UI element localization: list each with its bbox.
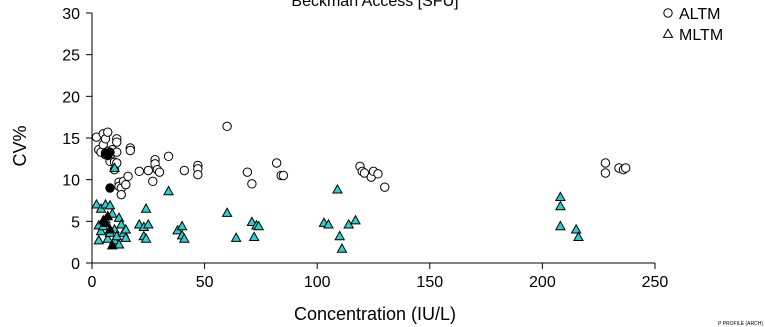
triangle-point <box>253 220 265 231</box>
legend: ALTM MLTM <box>662 6 723 44</box>
triangle-point <box>95 225 107 236</box>
triangle-point <box>109 162 120 172</box>
circle-point <box>247 179 257 189</box>
triangle-point <box>106 239 118 250</box>
x-axis-ticks: 0 50 100 150 200 250 <box>88 263 669 291</box>
x-tick-label: 50 <box>196 274 214 291</box>
circle-point <box>621 163 631 173</box>
circle-point <box>134 166 144 177</box>
circle-point <box>148 176 158 187</box>
triangle-point <box>93 234 105 245</box>
legend-label: ALTM <box>679 6 720 23</box>
y-tick-label: 20 <box>62 89 80 106</box>
circle-point <box>112 137 122 147</box>
circle-point <box>271 158 282 168</box>
triangle-point <box>248 231 260 242</box>
triangle-point <box>113 238 125 249</box>
x-tick-label: 150 <box>416 274 443 291</box>
triangle-point <box>570 223 582 234</box>
triangle-point <box>336 243 348 253</box>
circle-point <box>123 171 133 182</box>
triangle-point <box>100 217 111 227</box>
triangle-point <box>91 198 102 209</box>
x-tick-label: 0 <box>88 274 97 291</box>
circle-point <box>222 121 232 132</box>
triangle-point <box>140 233 152 243</box>
circle-point <box>600 158 611 168</box>
legend-label: MLTM <box>679 27 723 44</box>
triangle-point <box>246 216 258 227</box>
y-tick-label: 0 <box>71 256 80 273</box>
y-tick-label: 30 <box>62 6 80 23</box>
watermark-text: P PROFILE (ARCH) <box>718 321 763 327</box>
chart-title: Beckman Access [SFU] <box>291 0 458 10</box>
triangle-point <box>573 231 584 242</box>
triangle-point <box>102 210 114 221</box>
circle-point <box>105 147 115 157</box>
circle-point <box>193 169 203 180</box>
triangle-point <box>102 233 114 243</box>
legend-marker-circle <box>663 8 673 18</box>
triangle-point <box>334 230 346 241</box>
y-axis-ticks: 0 5 10 15 20 25 30 <box>62 6 92 273</box>
y-tick-label: 10 <box>62 173 80 190</box>
triangle-point <box>140 203 152 213</box>
chart-axes <box>91 13 655 264</box>
triangle-point <box>221 207 233 217</box>
triangle-point <box>115 218 127 229</box>
triangle-point <box>178 233 190 243</box>
y-axis-label: CV% <box>10 125 30 166</box>
circle-point <box>600 168 611 178</box>
triangle-point <box>323 218 334 229</box>
circle-point <box>103 127 113 137</box>
triangle-point <box>554 200 566 211</box>
circle-point <box>359 168 370 178</box>
x-tick-label: 100 <box>304 274 331 291</box>
circle-point <box>125 145 135 156</box>
circle-point <box>163 151 174 162</box>
x-tick-label: 250 <box>642 274 669 291</box>
triangle-point <box>554 220 566 231</box>
data-points <box>91 121 631 253</box>
circle-point <box>116 189 126 200</box>
triangle-point <box>163 185 174 196</box>
y-tick-label: 25 <box>62 48 80 65</box>
x-tick-label: 200 <box>529 274 556 291</box>
triangle-point <box>104 199 116 210</box>
circle-point <box>105 183 115 193</box>
circle-point <box>179 165 190 176</box>
triangle-point <box>332 183 343 194</box>
triangle-point <box>104 223 116 234</box>
triangle-point <box>554 191 566 202</box>
circle-point <box>278 170 289 181</box>
triangle-point <box>120 232 132 242</box>
legend-marker-triangle <box>662 28 674 38</box>
triangle-point <box>350 214 361 225</box>
y-tick-label: 5 <box>71 214 80 231</box>
triangle-point <box>230 232 242 242</box>
circle-point <box>154 167 165 177</box>
circle-point <box>373 169 383 179</box>
y-tick-label: 15 <box>62 131 80 148</box>
circle-point <box>242 167 253 177</box>
circle-point <box>380 182 390 192</box>
x-axis-label: Concentration (IU/L) <box>294 304 456 324</box>
circle-point <box>121 179 131 190</box>
triangle-point <box>176 220 188 231</box>
circle-point <box>143 165 153 176</box>
triangle-point <box>142 218 154 229</box>
